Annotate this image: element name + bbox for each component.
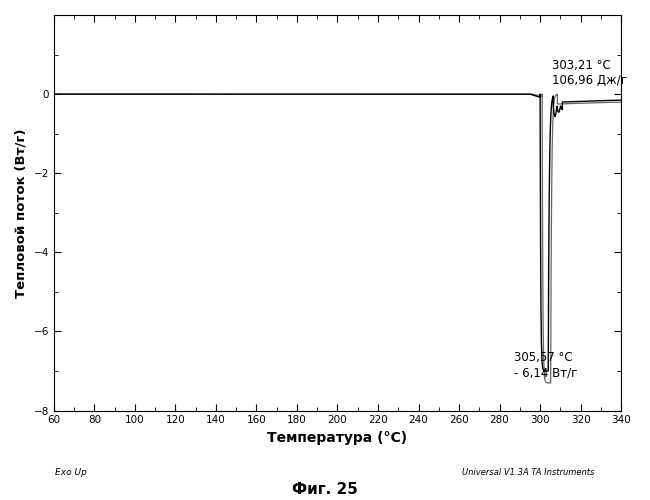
X-axis label: Температура (°C): Температура (°C) [267,431,408,445]
Text: 303,21 °C
106,96 Дж/г: 303,21 °C 106,96 Дж/г [552,58,627,86]
Text: Exo Up: Exo Up [55,468,87,477]
Y-axis label: Тепловой поток (Вт/г): Тепловой поток (Вт/г) [15,128,28,298]
Text: Фиг. 25: Фиг. 25 [292,482,358,498]
Text: 305,57 °C
- 6,14 Вт/г: 305,57 °C - 6,14 Вт/г [514,351,577,379]
Text: Universal V1.3A TA Instruments: Universal V1.3A TA Instruments [462,468,595,477]
